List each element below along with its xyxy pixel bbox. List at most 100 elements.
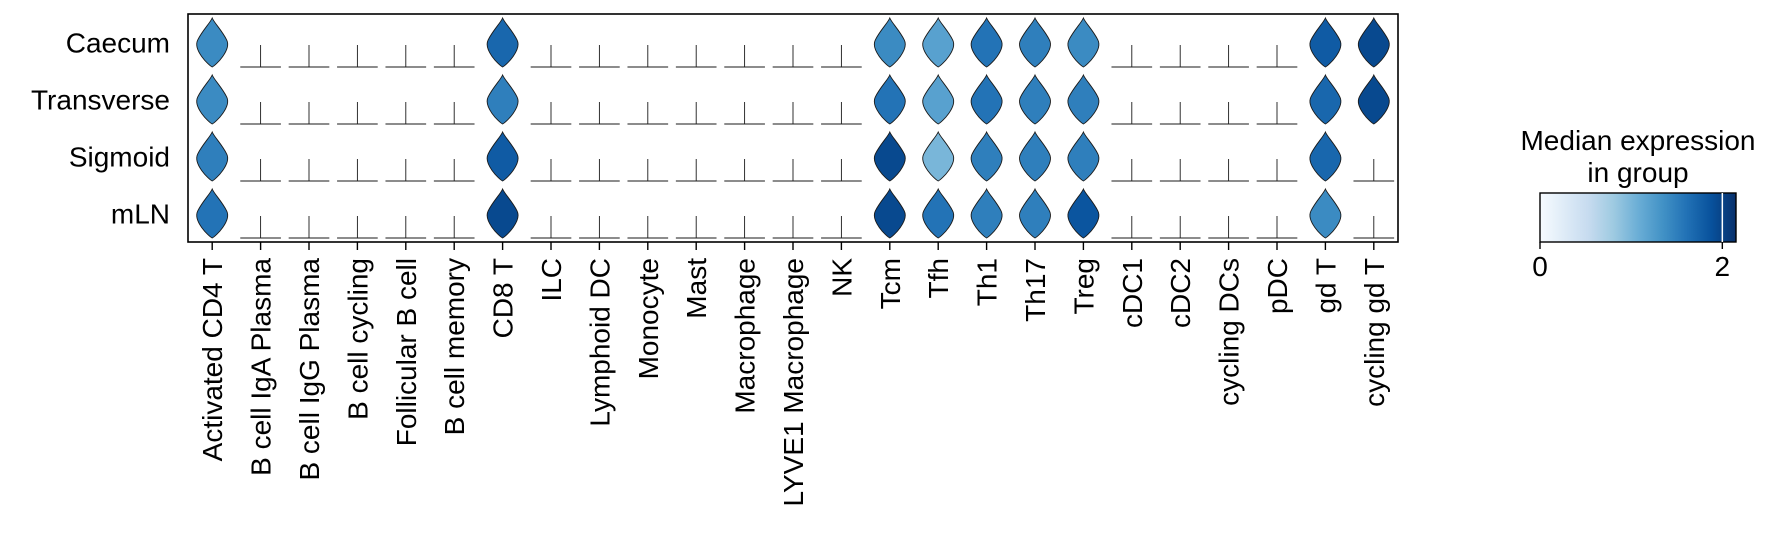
- violin-sigmoid-4: [385, 158, 427, 182]
- row-label: Transverse: [31, 85, 170, 116]
- violin-mln-7: [530, 215, 572, 239]
- x-tick-label: Follicular B cell: [391, 258, 422, 446]
- violin-sigmoid-16: [970, 130, 1003, 182]
- violin-transverse-2: [288, 101, 330, 125]
- violin-transverse-24: [1357, 73, 1390, 125]
- violin-sigmoid-15: [922, 130, 955, 182]
- violin-caecum-20: [1159, 44, 1201, 68]
- violin-transverse-20: [1159, 101, 1201, 125]
- violin-caecum-6: [486, 16, 519, 68]
- violin-sigmoid-11: [724, 158, 765, 182]
- x-tick-label: Mast: [681, 258, 712, 319]
- violin-caecum-9: [627, 44, 669, 68]
- violin-caecum-24: [1357, 16, 1390, 68]
- violin-sigmoid-19: [1111, 158, 1153, 182]
- violin-caecum-18: [1067, 16, 1100, 68]
- violin-caecum-23: [1309, 16, 1342, 68]
- violin-transverse-19: [1111, 101, 1153, 125]
- colorbar-title: Median expression: [1520, 125, 1755, 156]
- violin-transverse-4: [385, 101, 427, 125]
- violin-transverse-14: [873, 73, 906, 125]
- colorbar-title: in group: [1587, 157, 1688, 188]
- violin-mln-8: [579, 215, 620, 239]
- violin-mln-20: [1159, 215, 1201, 239]
- violin-caecum-5: [433, 44, 475, 68]
- violin-mln-17: [1019, 187, 1051, 239]
- violin-sigmoid-3: [337, 158, 378, 182]
- violin-transverse-22: [1256, 101, 1298, 125]
- violin-caecum-2: [288, 44, 330, 68]
- colorbar-gradient: [1539, 192, 1737, 243]
- violin-caecum-12: [772, 44, 814, 68]
- violin-caecum-10: [675, 44, 717, 68]
- violin-transverse-23: [1309, 73, 1342, 125]
- violin-sigmoid-5: [433, 158, 475, 182]
- colorbar-tick-label: 0: [1532, 251, 1548, 282]
- violin-transverse-9: [627, 101, 669, 125]
- x-tick-label: Th17: [1020, 258, 1051, 322]
- violin-mln-21: [1208, 215, 1249, 239]
- colorbar-tick-label: 2: [1715, 251, 1731, 282]
- violin-sigmoid-21: [1208, 158, 1249, 182]
- x-tick-label: Tfh: [923, 258, 954, 298]
- violin-transverse-5: [433, 101, 475, 125]
- violin-caecum-8: [579, 44, 620, 68]
- violin-caecum-13: [821, 44, 862, 68]
- violin-caecum-14: [873, 16, 906, 68]
- x-tick-label: NK: [826, 258, 857, 297]
- violin-caecum-16: [970, 16, 1003, 68]
- violin-mln-16: [970, 187, 1003, 239]
- violin-transverse-11: [724, 101, 765, 125]
- violin-caecum-7: [530, 44, 572, 68]
- violin-mln-9: [627, 215, 669, 239]
- x-tick-label: B cell IgA Plasma: [246, 258, 277, 476]
- violin-transverse-12: [772, 101, 814, 125]
- violin-sigmoid-24: [1353, 158, 1395, 182]
- violin-sigmoid-22: [1256, 158, 1298, 182]
- x-tick-label: LYVE1 Macrophage: [778, 258, 809, 507]
- x-tick-label: CD8 T: [488, 258, 519, 338]
- row-label: Caecum: [66, 28, 170, 59]
- violin-sigmoid-6: [486, 130, 519, 182]
- violin-mln-3: [337, 215, 378, 239]
- violin-sigmoid-18: [1067, 130, 1100, 182]
- x-tick-label: cycling gd T: [1359, 258, 1390, 407]
- violin-mln-23: [1309, 187, 1342, 239]
- violin-sigmoid-7: [530, 158, 572, 182]
- x-tick-label: pDC: [1262, 258, 1293, 314]
- violin-caecum-1: [240, 44, 281, 68]
- violin-caecum-22: [1256, 44, 1298, 68]
- violin-sigmoid-23: [1309, 130, 1342, 182]
- violin-transverse-18: [1067, 73, 1100, 125]
- x-tick-label: cDC2: [1165, 258, 1196, 328]
- violin-caecum-3: [337, 44, 378, 68]
- x-tick-label: Lymphoid DC: [584, 258, 615, 427]
- violin-transverse-0: [196, 73, 229, 125]
- violin-caecum-11: [724, 44, 765, 68]
- x-tick-label: B cell cycling: [342, 258, 373, 420]
- violin-sigmoid-1: [240, 158, 281, 182]
- violin-sigmoid-17: [1019, 130, 1051, 182]
- violin-mln-11: [724, 215, 765, 239]
- violin-transverse-1: [240, 101, 281, 125]
- violin-transverse-15: [922, 73, 955, 125]
- violin-mln-0: [196, 187, 229, 239]
- x-tick-label: B cell IgG Plasma: [294, 258, 325, 481]
- violin-caecum-17: [1019, 16, 1051, 68]
- x-tick-label: B cell memory: [439, 258, 470, 435]
- violin-transverse-21: [1208, 101, 1249, 125]
- violin-sigmoid-13: [821, 158, 862, 182]
- violin-transverse-8: [579, 101, 620, 125]
- violin-mln-15: [922, 187, 955, 239]
- violin-caecum-0: [196, 16, 229, 68]
- x-tick-label: Tcm: [875, 258, 906, 309]
- violin-mln-24: [1353, 215, 1395, 239]
- violin-sigmoid-10: [675, 158, 717, 182]
- violin-transverse-10: [675, 101, 717, 125]
- violin-transverse-17: [1019, 73, 1051, 125]
- violin-sigmoid-2: [288, 158, 330, 182]
- violin-mln-14: [873, 187, 906, 239]
- violin-mln-10: [675, 215, 717, 239]
